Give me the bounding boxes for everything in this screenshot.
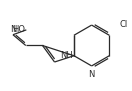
Text: N: N: [10, 25, 16, 34]
Text: Cl: Cl: [120, 20, 128, 29]
Text: HO: HO: [12, 25, 25, 34]
Text: NH: NH: [60, 51, 73, 60]
Text: N: N: [88, 70, 95, 79]
